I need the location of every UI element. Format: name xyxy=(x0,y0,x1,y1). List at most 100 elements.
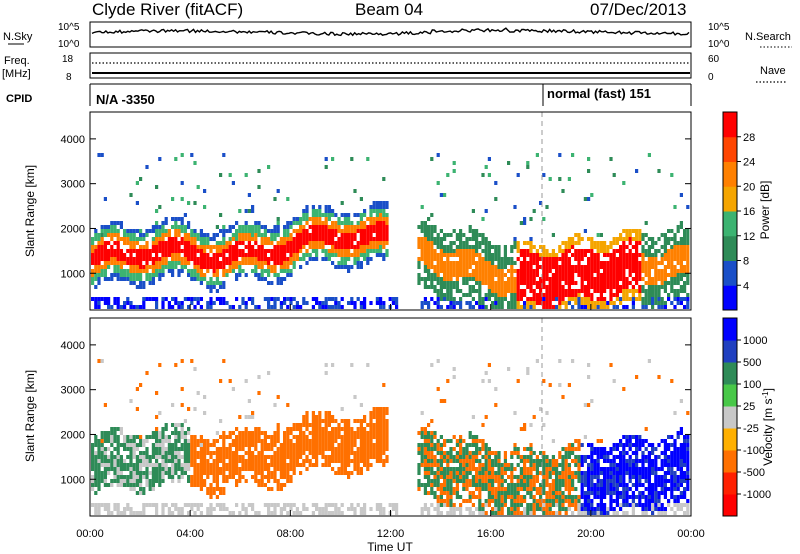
velocity-cell xyxy=(126,455,130,459)
velocity-cell xyxy=(203,411,207,415)
velocity-cell xyxy=(158,363,162,367)
power-cell xyxy=(654,269,658,273)
velocity-cell xyxy=(436,503,440,507)
power-cell xyxy=(635,249,639,253)
velocity-cell xyxy=(519,483,523,487)
power-cell xyxy=(254,229,258,233)
power-cell xyxy=(385,237,389,241)
power-cell xyxy=(289,301,293,305)
velocity-cell xyxy=(318,415,322,419)
power-cell xyxy=(612,285,616,289)
power-cell xyxy=(279,257,283,261)
power-cell xyxy=(513,205,517,209)
velocity-cell xyxy=(369,435,373,439)
power-cell xyxy=(267,301,271,305)
power-cell xyxy=(164,249,168,253)
power-cell xyxy=(609,273,613,277)
velocity-cell xyxy=(481,503,485,507)
velocity-cell xyxy=(103,431,107,435)
velocity-cell xyxy=(350,363,354,367)
velocity-cell xyxy=(276,483,280,487)
velocity-cell xyxy=(503,503,507,507)
power-cell xyxy=(660,277,664,281)
power-cell xyxy=(615,281,619,285)
velocity-cell xyxy=(97,511,101,515)
velocity-cell xyxy=(590,459,594,463)
velocity-cell xyxy=(267,487,271,491)
velocity-cell xyxy=(497,467,501,471)
velocity-cell xyxy=(180,463,184,467)
power-cell xyxy=(100,273,104,277)
velocity-cell xyxy=(587,495,591,499)
velocity-cell xyxy=(558,507,562,511)
velocity-cell xyxy=(356,463,360,467)
power-cell xyxy=(567,297,571,301)
velocity-cell xyxy=(529,463,533,467)
velocity-cell xyxy=(113,431,117,435)
power-cell xyxy=(478,253,482,257)
power-cell xyxy=(433,285,437,289)
power-cell xyxy=(459,269,463,273)
power-cell xyxy=(142,297,146,301)
velocity-cell xyxy=(510,463,514,467)
power-cell xyxy=(276,229,280,233)
velocity-cell xyxy=(606,475,610,479)
velocity-cell xyxy=(523,487,527,491)
velocity-cell xyxy=(260,451,264,455)
velocity-cell xyxy=(123,439,127,443)
power-cell xyxy=(548,253,552,257)
power-cell xyxy=(542,293,546,297)
power-cell xyxy=(241,233,245,237)
velocity-cell xyxy=(110,443,114,447)
power-cell xyxy=(228,261,232,265)
velocity-cell xyxy=(219,507,223,511)
velocity-cell xyxy=(212,459,216,463)
velocity-cell xyxy=(209,483,213,487)
power-cell xyxy=(251,253,255,257)
power-cell xyxy=(199,305,203,309)
velocity-cell xyxy=(193,483,197,487)
velocity-cell xyxy=(628,503,632,507)
power-cell xyxy=(334,305,338,309)
power-cell xyxy=(625,229,629,233)
power-cell xyxy=(231,249,235,253)
velocity-cell xyxy=(452,467,456,471)
power-cell xyxy=(324,205,328,209)
velocity-cell xyxy=(580,443,584,447)
velocity-cell xyxy=(596,483,600,487)
velocity-cell xyxy=(113,435,117,439)
power-cell xyxy=(475,253,479,257)
velocity-cell xyxy=(574,495,578,499)
power-cell xyxy=(289,221,293,225)
power-cell xyxy=(683,253,687,257)
velocity-cell xyxy=(356,431,360,435)
velocity-cell xyxy=(631,475,635,479)
velocity-cell xyxy=(91,447,95,451)
power-cell xyxy=(119,269,123,273)
power-cell xyxy=(331,305,335,309)
velocity-cell xyxy=(433,475,437,479)
power-cell xyxy=(619,237,623,241)
power-cell xyxy=(279,237,283,241)
power-cell xyxy=(363,241,367,245)
velocity-cell xyxy=(439,487,443,491)
power-cell xyxy=(660,261,664,265)
power-cell xyxy=(423,253,427,257)
power-cell xyxy=(321,237,325,241)
velocity-cell xyxy=(142,463,146,467)
power-cell xyxy=(446,289,450,293)
power-cell xyxy=(340,253,344,257)
velocity-cell xyxy=(468,435,472,439)
velocity-cell xyxy=(356,451,360,455)
power-cell xyxy=(167,241,171,245)
velocity-cell xyxy=(606,467,610,471)
power-cell xyxy=(305,233,309,237)
velocity-cell xyxy=(366,455,370,459)
velocity-cell xyxy=(177,467,181,471)
velocity-cell xyxy=(561,475,565,479)
power-cell xyxy=(318,221,322,225)
power-cell xyxy=(427,261,431,265)
power-cell xyxy=(622,265,626,269)
velocity-cell xyxy=(516,499,520,503)
power-cell xyxy=(423,249,427,253)
